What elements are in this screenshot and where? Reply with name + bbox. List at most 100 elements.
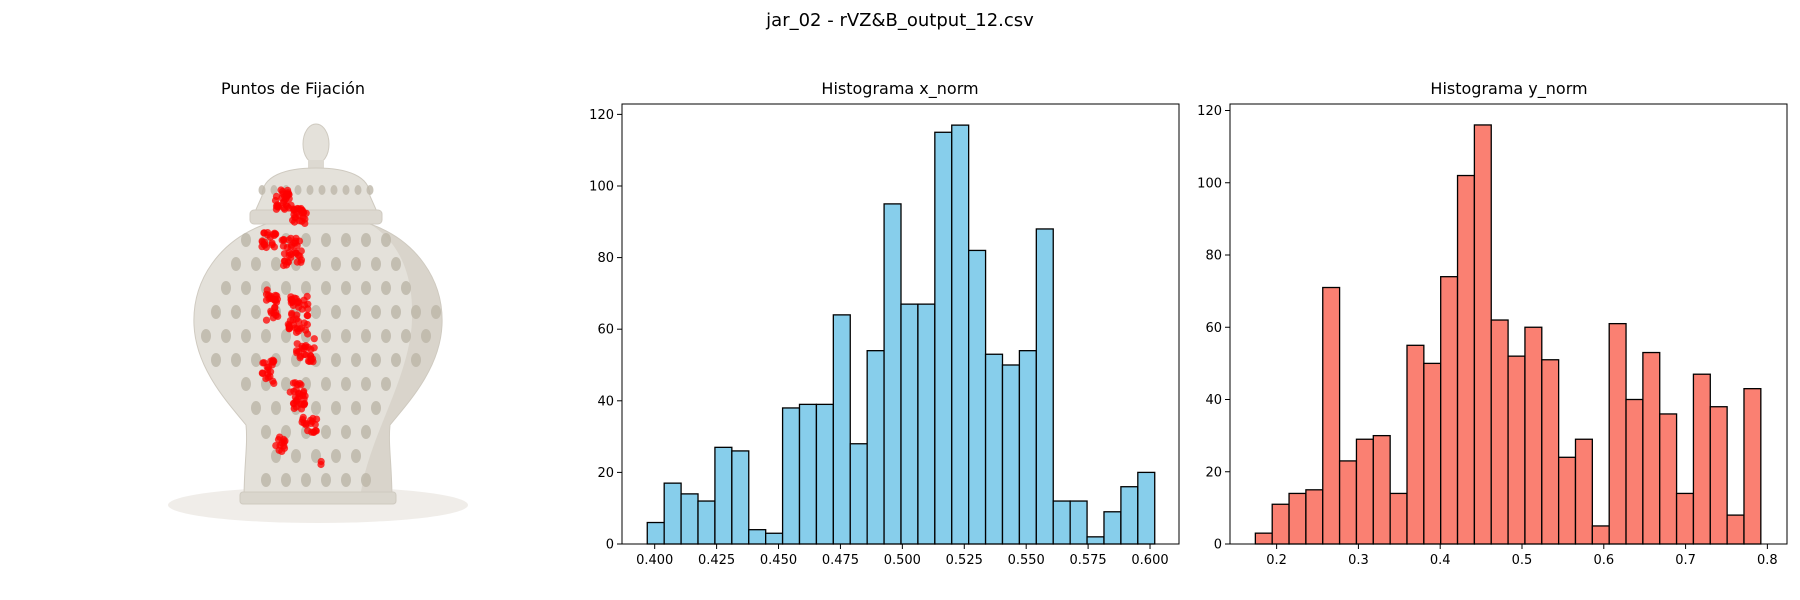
jar-lattice-hole [391, 305, 401, 319]
fixation-point [264, 231, 272, 239]
jar-lattice-hole [351, 353, 361, 367]
jar-lattice-hole [361, 233, 371, 247]
histogram-y-y-tick-label: 40 [1205, 393, 1222, 408]
jar-lattice-hole [411, 353, 421, 367]
jar-lattice-hole [331, 305, 341, 319]
fixation-point [267, 309, 275, 317]
jar-lattice-hole [341, 329, 351, 343]
jar-lattice-hole [251, 401, 261, 415]
histogram-x-bar [900, 303, 919, 545]
jar-lattice-hole [301, 281, 311, 295]
jar-lattice-hole [231, 257, 241, 271]
fixation-point [303, 292, 311, 300]
jar-lattice-hole [361, 425, 371, 439]
histogram-y-bar [1271, 503, 1290, 545]
histogram-y-bar [1440, 276, 1459, 545]
jar-lattice-hole [371, 353, 381, 367]
jar-lattice-hole [371, 305, 381, 319]
histogram-y-bar [1288, 492, 1307, 545]
histogram-x-bar [714, 446, 733, 545]
fixation-point [293, 347, 301, 355]
histogram-x-norm: Histograma x_norm 0.400 0.425 0.450 0.475 0.… [589, 79, 1180, 568]
fixation-point [310, 344, 318, 352]
fixation-point [309, 414, 317, 422]
jar-lattice-hole [251, 353, 261, 367]
fixation-point [303, 311, 311, 320]
jar-lattice-hole [211, 305, 221, 319]
histogram-x-bar [832, 314, 851, 545]
fixation-point [300, 401, 308, 409]
jar-lattice-hole [251, 305, 261, 319]
histogram-x-bar [917, 303, 936, 545]
jar-lattice-hole [401, 329, 411, 343]
fixation-point [303, 320, 311, 329]
jar-lattice-hole [231, 305, 241, 319]
fixation-point [301, 392, 309, 400]
image-panel: Puntos de Fijación [168, 79, 468, 523]
jar-lattice-hole [294, 185, 302, 195]
histogram-y-bar [1625, 398, 1644, 545]
jar-lattice-hole [351, 449, 361, 463]
jar-lattice-hole [241, 281, 251, 295]
fixation-point [261, 238, 269, 246]
jar-lattice-hole [381, 233, 391, 247]
jar-lid-rim [249, 209, 383, 225]
histogram-x-bar [934, 131, 953, 545]
histogram-x-bar [1137, 471, 1156, 545]
fixation-point [300, 419, 308, 427]
jar-lattice-hole [258, 185, 266, 195]
fixation-point [276, 433, 284, 441]
histogram-y-bar [1591, 525, 1610, 545]
jar-lattice-hole [201, 329, 211, 343]
jar-lattice-hole [341, 281, 351, 295]
histogram-x-x-tick-label: 0.475 [822, 553, 859, 568]
histogram-y-bar [1305, 489, 1324, 545]
histogram-y-title: Histograma y_norm [1430, 79, 1587, 99]
jar-lattice-hole [211, 353, 221, 367]
histogram-y-axes-frame [1229, 103, 1788, 545]
fixation-point [290, 239, 298, 247]
fixation-point [302, 351, 310, 359]
histogram-x-bar [646, 521, 665, 545]
histogram-y-bar [1692, 373, 1711, 545]
histogram-x-bar [1018, 350, 1037, 545]
histogram-y-bar [1355, 438, 1374, 545]
jar-lattice-hole [281, 425, 291, 439]
histogram-x-bar [883, 203, 902, 545]
jar-lattice-hole [311, 257, 321, 271]
histogram-y-bar [1456, 174, 1476, 545]
histogram-y-bar [1557, 456, 1577, 545]
histogram-x-bar [984, 353, 1004, 545]
fixation-point [308, 428, 316, 436]
jar-lattice-hole [361, 473, 371, 487]
fixation-point [260, 359, 268, 367]
fixation-point [292, 315, 301, 323]
fixation-point [258, 369, 266, 377]
jar-lattice-hole [351, 401, 361, 415]
jar-lattice-hole [251, 257, 261, 271]
histogram-y-x-tick-label: 0.5 [1512, 553, 1533, 568]
histogram-y-bar [1507, 355, 1526, 545]
histogram-x-y-tick-label: 20 [597, 466, 614, 481]
fixation-point [291, 324, 299, 332]
histogram-y-bar [1541, 359, 1560, 545]
fixation-point [293, 381, 301, 389]
histogram-x-bar [663, 482, 682, 545]
histogram-y-bar [1608, 322, 1627, 545]
fixation-point [304, 357, 313, 365]
jar-lattice-hole [321, 473, 331, 487]
fixation-point [275, 446, 283, 454]
fixation-point [263, 286, 271, 294]
histogram-y-bar [1473, 124, 1492, 545]
histogram-y-x-tick-label: 0.7 [1675, 553, 1696, 568]
histogram-y-y-tick-label: 80 [1205, 249, 1222, 264]
fixation-point [286, 317, 294, 325]
figure-title: jar_02 - rVZ&B_output_12.csv [765, 10, 1034, 31]
histogram-x-bar [849, 443, 868, 545]
fixation-point [293, 340, 301, 348]
fixation-point [274, 312, 282, 320]
fixation-point [264, 366, 272, 374]
histogram-x-x-tick-label: 0.425 [698, 553, 735, 568]
jar-finial [302, 123, 330, 165]
histogram-x-bar [1052, 500, 1071, 545]
